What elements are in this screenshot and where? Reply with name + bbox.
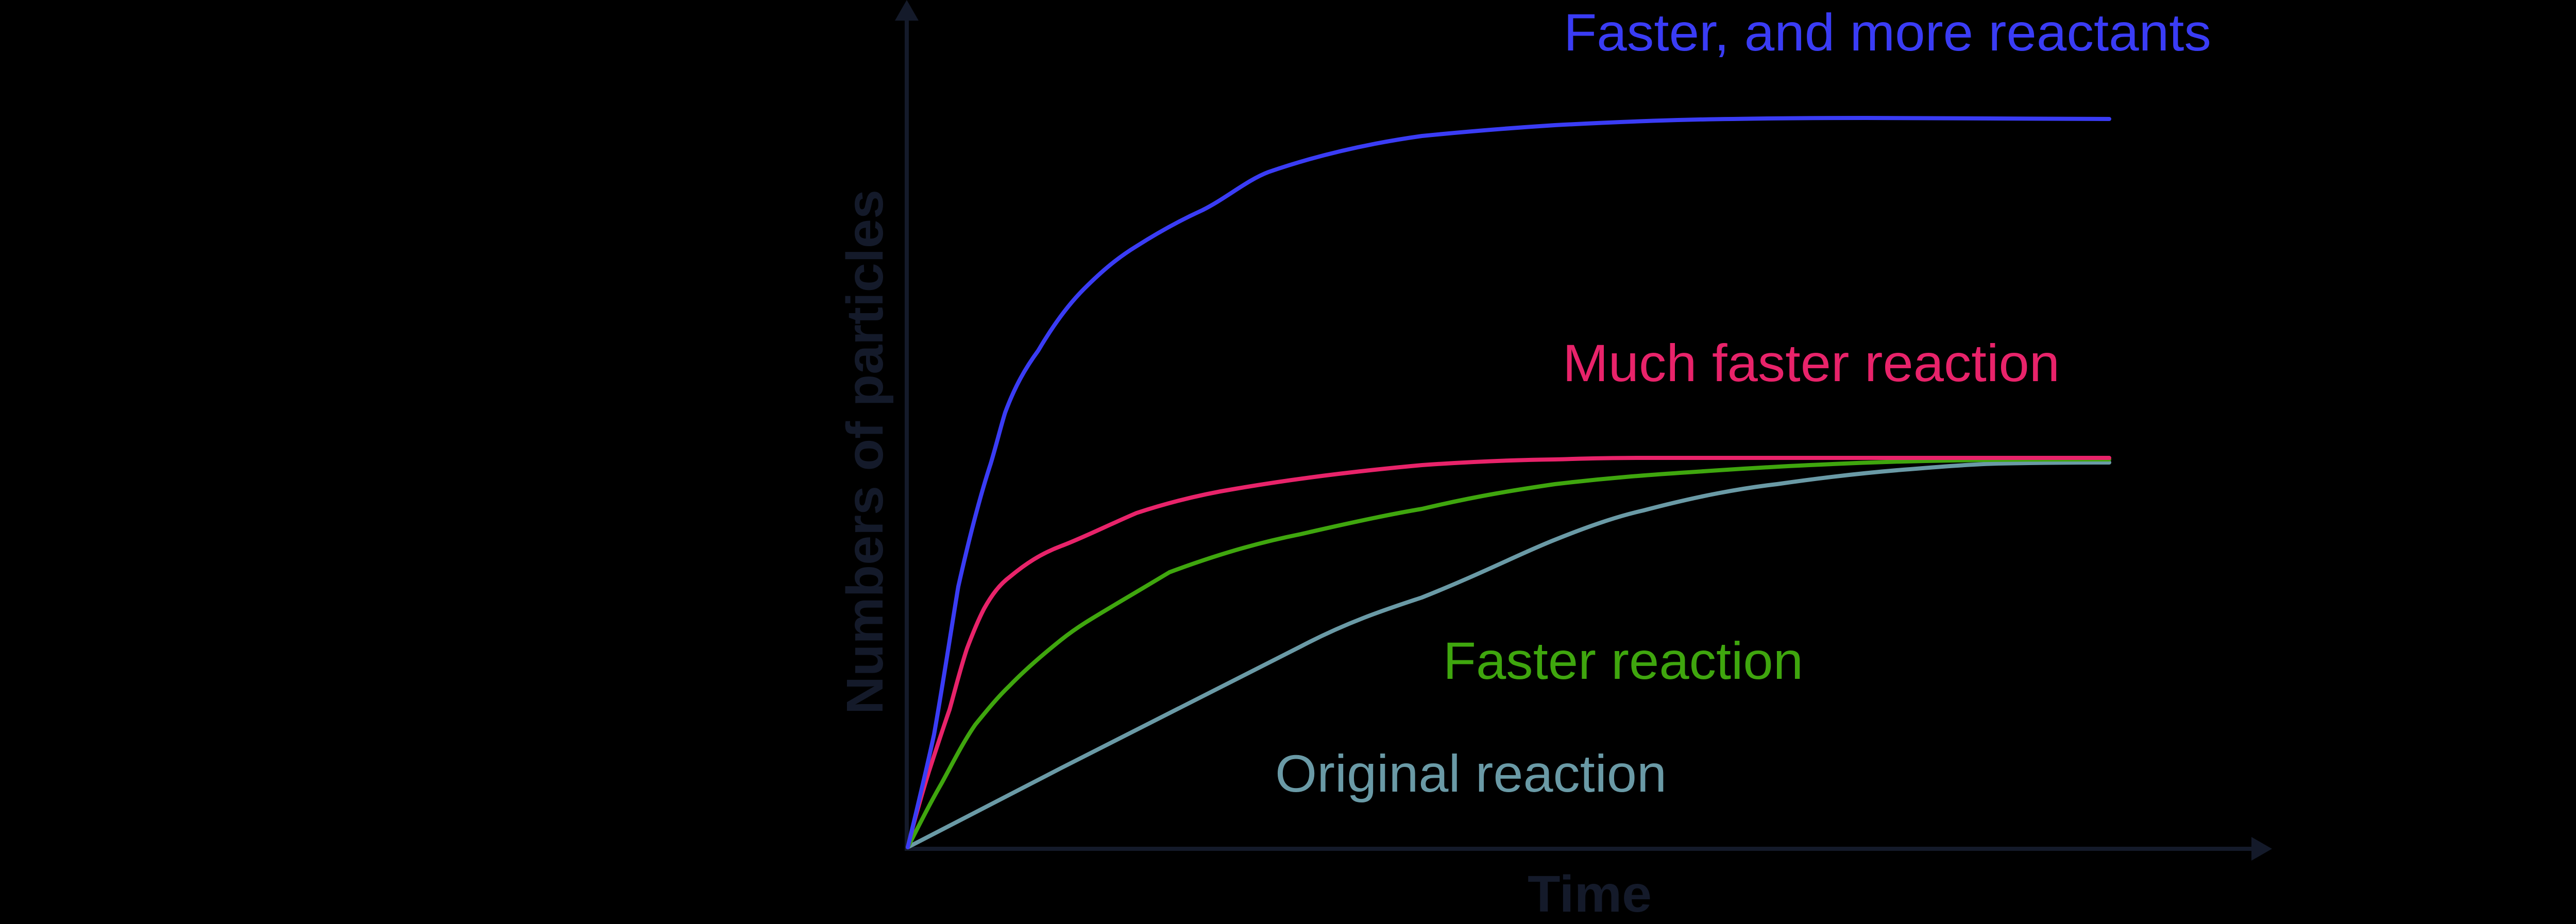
x-axis-arrow-icon [2251,837,2272,861]
label-faster-more-reactants: Faster, and more reactants [1564,3,2211,62]
curve-faster-reaction [906,457,2111,849]
curve-faster-more-reactants [906,116,2111,849]
label-faster-reaction: Faster reaction [1443,631,1803,690]
x-axis-title: Time [1528,865,1652,923]
curves [906,116,2111,849]
curve-much-faster-reaction [906,456,2111,849]
axes [895,0,2272,861]
y-axis-title: Numbers of particles [836,190,894,714]
label-original-reaction: Original reaction [1275,744,1667,803]
label-much-faster-reaction: Much faster reaction [1563,334,2060,392]
curve-original-reaction [906,460,2111,849]
y-axis-arrow-icon [895,0,919,21]
